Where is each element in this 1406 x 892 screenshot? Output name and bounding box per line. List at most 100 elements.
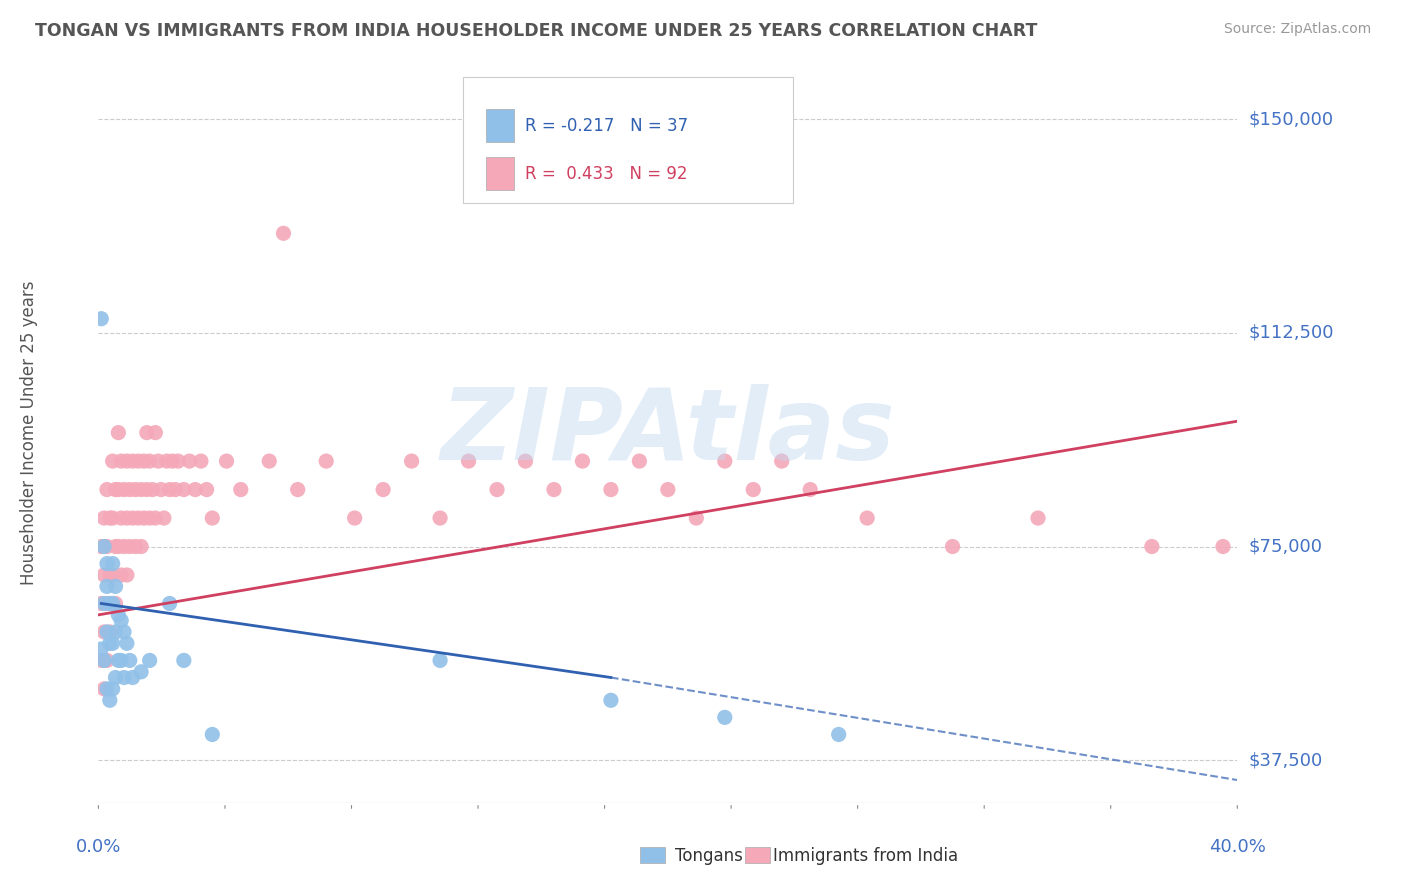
Point xyxy=(229,483,252,497)
Point xyxy=(110,568,132,582)
Point xyxy=(1212,540,1234,554)
Point xyxy=(138,653,160,667)
Text: R =  0.433   N = 92: R = 0.433 N = 92 xyxy=(526,165,688,183)
Bar xyxy=(745,847,770,863)
Point xyxy=(685,511,707,525)
Point xyxy=(110,454,132,468)
Point xyxy=(167,454,190,468)
Point xyxy=(401,454,423,468)
Point xyxy=(714,454,737,468)
Point xyxy=(714,710,737,724)
Point xyxy=(184,483,207,497)
Bar xyxy=(485,109,515,142)
Point xyxy=(110,653,132,667)
Point xyxy=(101,454,124,468)
Text: $37,500: $37,500 xyxy=(1249,751,1323,769)
Point xyxy=(129,665,152,679)
Point xyxy=(343,511,366,525)
Point xyxy=(150,483,173,497)
Point xyxy=(115,568,138,582)
Text: Householder Income Under 25 years: Householder Income Under 25 years xyxy=(20,280,38,585)
Point xyxy=(129,483,152,497)
Point xyxy=(287,483,309,497)
Point xyxy=(315,454,337,468)
Point xyxy=(98,624,121,639)
Point xyxy=(104,671,127,685)
Point xyxy=(124,540,146,554)
Point xyxy=(90,311,112,326)
Point xyxy=(98,693,121,707)
Point xyxy=(429,511,451,525)
Point xyxy=(156,454,179,468)
Point xyxy=(104,624,127,639)
Point xyxy=(600,693,623,707)
Point xyxy=(96,557,118,571)
Text: $75,000: $75,000 xyxy=(1249,538,1323,556)
Point xyxy=(93,653,115,667)
Point xyxy=(165,483,187,497)
Point xyxy=(96,579,118,593)
Point xyxy=(173,483,195,497)
Point xyxy=(112,624,135,639)
Point xyxy=(173,653,195,667)
Text: Tongans: Tongans xyxy=(675,847,742,865)
Point xyxy=(138,454,160,468)
Point xyxy=(127,454,149,468)
Point xyxy=(373,483,395,497)
Point xyxy=(942,540,965,554)
Point xyxy=(115,454,138,468)
Point xyxy=(159,483,181,497)
Point xyxy=(141,483,163,497)
Point xyxy=(124,483,146,497)
Point xyxy=(96,597,118,611)
Point xyxy=(112,483,135,497)
Bar xyxy=(640,847,665,863)
Point xyxy=(179,454,201,468)
Point xyxy=(107,483,129,497)
Text: TONGAN VS IMMIGRANTS FROM INDIA HOUSEHOLDER INCOME UNDER 25 YEARS CORRELATION CH: TONGAN VS IMMIGRANTS FROM INDIA HOUSEHOL… xyxy=(35,22,1038,40)
Point xyxy=(96,624,118,639)
Text: ZIPAtlas: ZIPAtlas xyxy=(440,384,896,481)
Point xyxy=(90,653,112,667)
Point xyxy=(190,454,212,468)
Point xyxy=(104,540,127,554)
Point xyxy=(107,425,129,440)
Point xyxy=(107,607,129,622)
Point xyxy=(118,540,141,554)
Point xyxy=(112,540,135,554)
Point xyxy=(145,511,167,525)
Point xyxy=(799,483,821,497)
Point xyxy=(115,511,138,525)
Text: $112,500: $112,500 xyxy=(1249,324,1334,342)
Point xyxy=(101,568,124,582)
Point xyxy=(201,727,224,741)
Point xyxy=(259,454,281,468)
Point xyxy=(101,681,124,696)
Point xyxy=(135,425,157,440)
Point xyxy=(742,483,765,497)
Point xyxy=(93,540,115,554)
Point xyxy=(98,636,121,650)
Point xyxy=(101,597,124,611)
Point xyxy=(657,483,679,497)
Point xyxy=(93,511,115,525)
Point xyxy=(145,425,167,440)
Point xyxy=(90,540,112,554)
Point xyxy=(101,636,124,650)
Point xyxy=(770,454,793,468)
Point xyxy=(153,511,176,525)
Point xyxy=(543,483,565,497)
Point xyxy=(429,653,451,667)
Point xyxy=(104,483,127,497)
Point xyxy=(101,511,124,525)
Point xyxy=(132,511,155,525)
Text: $150,000: $150,000 xyxy=(1249,111,1333,128)
Point xyxy=(115,636,138,650)
Point xyxy=(104,597,127,611)
Point xyxy=(104,579,127,593)
Text: Source: ZipAtlas.com: Source: ZipAtlas.com xyxy=(1223,22,1371,37)
Point xyxy=(457,454,479,468)
Point xyxy=(273,227,295,241)
Point xyxy=(828,727,851,741)
Point xyxy=(93,597,115,611)
